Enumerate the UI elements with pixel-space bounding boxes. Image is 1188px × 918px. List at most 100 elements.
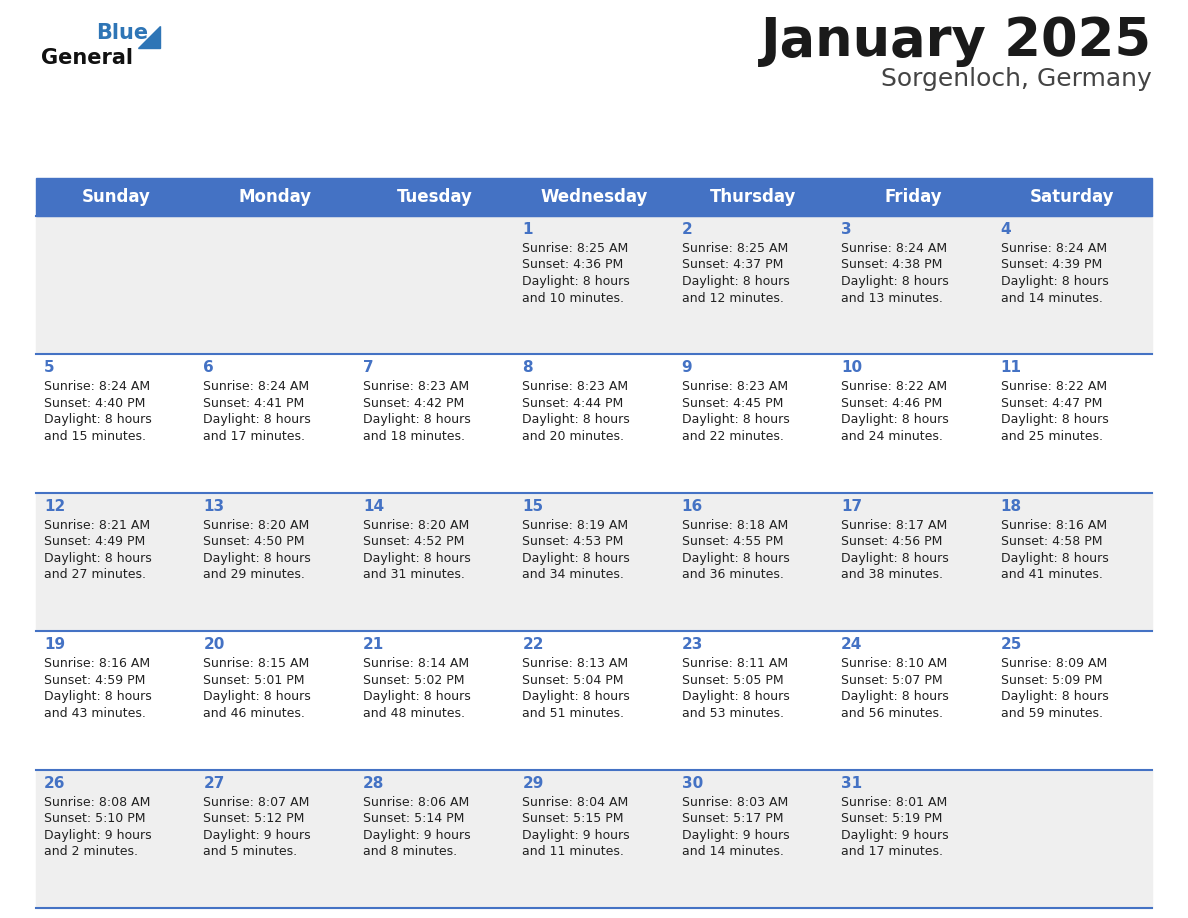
Text: and 11 minutes.: and 11 minutes. [523,845,624,858]
Text: 13: 13 [203,498,225,514]
Text: Sunrise: 8:21 AM: Sunrise: 8:21 AM [44,519,150,532]
Text: Sunrise: 8:15 AM: Sunrise: 8:15 AM [203,657,310,670]
Text: and 14 minutes.: and 14 minutes. [682,845,784,858]
Text: Daylight: 8 hours: Daylight: 8 hours [362,413,470,426]
Text: Sunset: 5:19 PM: Sunset: 5:19 PM [841,812,942,825]
Bar [36,493,1152,632]
Text: and 14 minutes.: and 14 minutes. [1000,292,1102,305]
Text: Sunset: 5:01 PM: Sunset: 5:01 PM [203,674,305,687]
Text: and 5 minutes.: and 5 minutes. [203,845,297,858]
Text: Sunrise: 8:23 AM: Sunrise: 8:23 AM [682,380,788,394]
Text: Sunrise: 8:25 AM: Sunrise: 8:25 AM [682,242,788,255]
Text: 3: 3 [841,222,852,237]
Text: 2: 2 [682,222,693,237]
Text: 21: 21 [362,637,384,652]
Text: 5: 5 [44,361,55,375]
Text: 8: 8 [523,361,533,375]
Text: and 36 minutes.: and 36 minutes. [682,568,784,581]
Text: Daylight: 8 hours: Daylight: 8 hours [841,413,949,426]
Text: Daylight: 8 hours: Daylight: 8 hours [1000,552,1108,565]
Text: and 18 minutes.: and 18 minutes. [362,430,465,442]
Text: 12: 12 [44,498,65,514]
Text: Daylight: 9 hours: Daylight: 9 hours [523,829,630,842]
Text: Sunrise: 8:18 AM: Sunrise: 8:18 AM [682,519,788,532]
Text: 29: 29 [523,776,544,790]
Text: Sunrise: 8:16 AM: Sunrise: 8:16 AM [1000,519,1107,532]
Text: Tuesday: Tuesday [397,188,473,206]
Text: Sunset: 5:09 PM: Sunset: 5:09 PM [1000,674,1102,687]
Text: 17: 17 [841,498,862,514]
Text: Daylight: 8 hours: Daylight: 8 hours [362,552,470,565]
Text: Sunrise: 8:22 AM: Sunrise: 8:22 AM [1000,380,1107,394]
Text: 20: 20 [203,637,225,652]
Text: Daylight: 8 hours: Daylight: 8 hours [682,275,790,288]
Text: and 15 minutes.: and 15 minutes. [44,430,146,442]
Text: 9: 9 [682,361,693,375]
Text: Sunrise: 8:06 AM: Sunrise: 8:06 AM [362,796,469,809]
Text: 24: 24 [841,637,862,652]
Text: Daylight: 9 hours: Daylight: 9 hours [841,829,949,842]
Text: General: General [42,48,133,68]
Text: Blue: Blue [96,23,148,43]
Text: Sunset: 5:05 PM: Sunset: 5:05 PM [682,674,783,687]
Text: Sunrise: 8:20 AM: Sunrise: 8:20 AM [362,519,469,532]
Text: and 24 minutes.: and 24 minutes. [841,430,943,442]
Text: Daylight: 8 hours: Daylight: 8 hours [523,690,630,703]
Text: Sunset: 4:46 PM: Sunset: 4:46 PM [841,397,942,410]
Text: 31: 31 [841,776,862,790]
Text: Sunset: 5:10 PM: Sunset: 5:10 PM [44,812,145,825]
Text: Sunset: 4:38 PM: Sunset: 4:38 PM [841,259,942,272]
Text: Daylight: 8 hours: Daylight: 8 hours [203,690,311,703]
Text: Sunrise: 8:23 AM: Sunrise: 8:23 AM [362,380,469,394]
Text: Sunrise: 8:14 AM: Sunrise: 8:14 AM [362,657,469,670]
Text: Saturday: Saturday [1030,188,1114,206]
Text: Sunset: 5:04 PM: Sunset: 5:04 PM [523,674,624,687]
Text: and 8 minutes.: and 8 minutes. [362,845,457,858]
Text: Daylight: 8 hours: Daylight: 8 hours [523,552,630,565]
Text: Sunset: 5:12 PM: Sunset: 5:12 PM [203,812,305,825]
Text: 11: 11 [1000,361,1022,375]
Text: 26: 26 [44,776,65,790]
Polygon shape [138,26,160,48]
Text: Sunset: 5:17 PM: Sunset: 5:17 PM [682,812,783,825]
Text: Daylight: 8 hours: Daylight: 8 hours [841,690,949,703]
Text: Sorgenloch, Germany: Sorgenloch, Germany [881,67,1152,91]
Text: Sunset: 4:50 PM: Sunset: 4:50 PM [203,535,305,548]
Text: 7: 7 [362,361,373,375]
Text: Sunday: Sunday [81,188,150,206]
Text: and 41 minutes.: and 41 minutes. [1000,568,1102,581]
Text: Sunrise: 8:23 AM: Sunrise: 8:23 AM [523,380,628,394]
Text: Monday: Monday [239,188,311,206]
Text: and 12 minutes.: and 12 minutes. [682,292,784,305]
Text: and 2 minutes.: and 2 minutes. [44,845,138,858]
Text: Sunset: 5:14 PM: Sunset: 5:14 PM [362,812,465,825]
Text: Sunrise: 8:24 AM: Sunrise: 8:24 AM [1000,242,1107,255]
Text: Sunset: 4:56 PM: Sunset: 4:56 PM [841,535,942,548]
Text: Sunrise: 8:10 AM: Sunrise: 8:10 AM [841,657,947,670]
Text: and 59 minutes.: and 59 minutes. [1000,707,1102,720]
Text: Daylight: 8 hours: Daylight: 8 hours [682,552,790,565]
Text: Sunrise: 8:13 AM: Sunrise: 8:13 AM [523,657,628,670]
Text: and 27 minutes.: and 27 minutes. [44,568,146,581]
Text: and 48 minutes.: and 48 minutes. [362,707,465,720]
Text: Sunrise: 8:03 AM: Sunrise: 8:03 AM [682,796,788,809]
Text: Daylight: 8 hours: Daylight: 8 hours [203,413,311,426]
Text: Daylight: 9 hours: Daylight: 9 hours [44,829,152,842]
Text: 27: 27 [203,776,225,790]
Text: Daylight: 8 hours: Daylight: 8 hours [44,690,152,703]
Text: Sunset: 4:59 PM: Sunset: 4:59 PM [44,674,145,687]
Text: Daylight: 8 hours: Daylight: 8 hours [682,413,790,426]
Text: and 56 minutes.: and 56 minutes. [841,707,943,720]
Text: Daylight: 8 hours: Daylight: 8 hours [362,690,470,703]
Text: Sunrise: 8:07 AM: Sunrise: 8:07 AM [203,796,310,809]
Text: Sunrise: 8:08 AM: Sunrise: 8:08 AM [44,796,151,809]
Text: Daylight: 9 hours: Daylight: 9 hours [362,829,470,842]
Text: 30: 30 [682,776,703,790]
Text: Sunset: 4:42 PM: Sunset: 4:42 PM [362,397,465,410]
Bar [36,178,1152,216]
Text: Sunrise: 8:11 AM: Sunrise: 8:11 AM [682,657,788,670]
Text: and 34 minutes.: and 34 minutes. [523,568,624,581]
Text: Sunrise: 8:19 AM: Sunrise: 8:19 AM [523,519,628,532]
Text: and 46 minutes.: and 46 minutes. [203,707,305,720]
Text: 28: 28 [362,776,384,790]
